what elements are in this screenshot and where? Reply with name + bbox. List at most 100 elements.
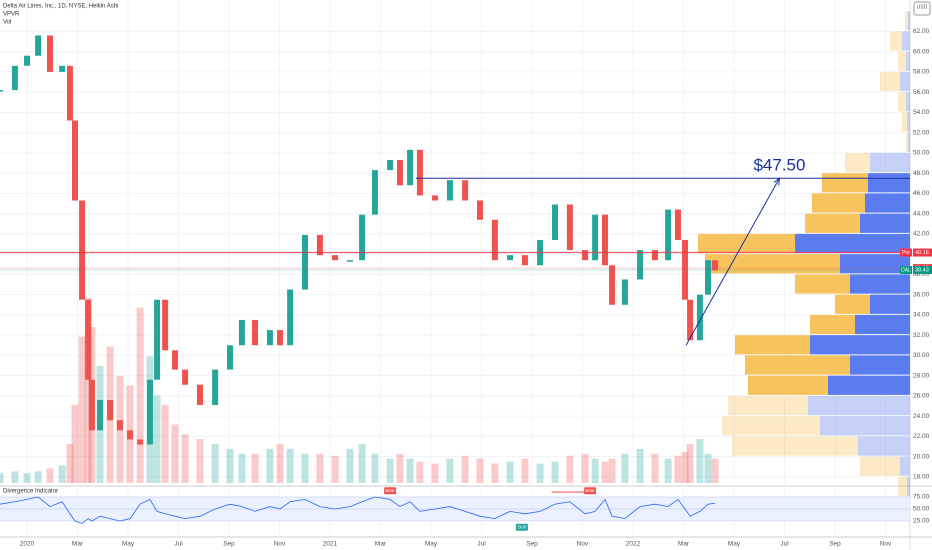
candle bbox=[252, 319, 259, 346]
vp-up bbox=[900, 456, 910, 476]
candle bbox=[332, 255, 339, 261]
vp-down bbox=[905, 11, 908, 31]
volume-bar bbox=[696, 439, 704, 483]
y-tick-label: 32.00 bbox=[913, 332, 930, 339]
candle bbox=[387, 159, 394, 171]
vp-down bbox=[835, 294, 870, 314]
volume-bar bbox=[181, 434, 189, 483]
x-tick-label: 2020 bbox=[20, 541, 35, 548]
volume-bar bbox=[636, 448, 644, 483]
vp-down bbox=[722, 416, 820, 436]
vp-down bbox=[728, 395, 808, 416]
candle bbox=[712, 260, 719, 271]
vp-up bbox=[795, 233, 910, 254]
vp-down bbox=[748, 375, 828, 395]
vp-down bbox=[890, 31, 902, 51]
volume-bar bbox=[171, 424, 179, 483]
vp-up bbox=[858, 436, 910, 456]
candle bbox=[521, 255, 528, 266]
volume-bar bbox=[23, 473, 31, 483]
candle bbox=[491, 219, 498, 261]
vp-up bbox=[860, 213, 910, 233]
vp-down bbox=[795, 274, 850, 294]
tag-name: DAL bbox=[901, 267, 911, 273]
tag-name-box bbox=[900, 266, 912, 275]
candle bbox=[416, 149, 423, 196]
x-tick-label: Mar bbox=[375, 541, 387, 548]
volume-bar bbox=[446, 458, 454, 483]
vp-down bbox=[732, 436, 858, 456]
volume-bar bbox=[58, 465, 66, 483]
candle bbox=[137, 439, 144, 445]
x-tick-label: Jul bbox=[780, 541, 789, 548]
vp-up bbox=[900, 71, 910, 92]
candle bbox=[212, 369, 219, 406]
currency-box[interactable] bbox=[913, 1, 931, 16]
volume-bar bbox=[581, 453, 589, 483]
x-tick-label: Mar bbox=[72, 541, 84, 548]
x-tick-label: May bbox=[425, 541, 438, 548]
target-arrow bbox=[685, 177, 780, 346]
y-tick-label: 28.00 bbox=[913, 372, 930, 379]
volume-bar bbox=[621, 453, 629, 483]
y-tick-label: 50.00 bbox=[913, 150, 930, 157]
signal-box bbox=[515, 523, 528, 531]
vp-down bbox=[898, 476, 907, 497]
vp-up bbox=[820, 416, 910, 436]
volume-bar bbox=[46, 468, 54, 483]
candle bbox=[462, 180, 469, 201]
volume-bar bbox=[238, 453, 246, 483]
y-tick-label: 42.00 bbox=[913, 231, 930, 238]
price-tag bbox=[913, 266, 932, 275]
candle bbox=[696, 294, 703, 341]
candle bbox=[277, 330, 284, 346]
candle bbox=[46, 35, 53, 72]
candle bbox=[162, 299, 169, 351]
candle bbox=[705, 260, 712, 295]
volume-bar bbox=[66, 444, 74, 483]
price-tag-label: 38.43 bbox=[915, 267, 929, 273]
y-tick-label: 62.00 bbox=[913, 28, 930, 35]
volume-bar bbox=[431, 463, 439, 483]
volume-bar bbox=[346, 448, 354, 483]
indicator-tick-label: 75.00 bbox=[913, 494, 930, 501]
candle bbox=[24, 55, 31, 66]
x-tick-label: Mar bbox=[678, 541, 690, 548]
arrow-head bbox=[773, 177, 781, 186]
y-tick-label: 24.00 bbox=[913, 413, 930, 420]
signal-label: Bull bbox=[518, 524, 526, 529]
x-tick-label: Nov bbox=[880, 541, 892, 548]
candle bbox=[196, 384, 203, 406]
volume-bar bbox=[0, 473, 4, 483]
vp-up bbox=[868, 173, 910, 193]
vp-down bbox=[698, 233, 795, 254]
candle bbox=[154, 299, 161, 380]
x-tick-label: May bbox=[728, 541, 741, 548]
candle bbox=[127, 430, 134, 440]
vp-up bbox=[906, 92, 910, 112]
volume-bar bbox=[226, 448, 234, 483]
volume-bar bbox=[211, 444, 219, 483]
volume-bar bbox=[286, 448, 294, 483]
candle bbox=[346, 260, 353, 262]
candle bbox=[359, 214, 366, 261]
vp-down bbox=[735, 335, 810, 355]
candle bbox=[396, 159, 403, 186]
candle bbox=[432, 195, 439, 201]
tag-name: Pre bbox=[902, 250, 910, 256]
volume-bar bbox=[71, 405, 79, 483]
volume-bar bbox=[681, 451, 689, 483]
volume-bar bbox=[608, 458, 616, 483]
x-tick-label: Sep bbox=[223, 541, 235, 548]
vp-down bbox=[860, 456, 900, 476]
vp-up bbox=[907, 476, 910, 497]
volume-bar bbox=[686, 444, 694, 483]
y-tick-label: 38.00 bbox=[913, 271, 930, 278]
volume-bar bbox=[566, 455, 574, 483]
candle bbox=[96, 399, 103, 431]
volume-bar bbox=[711, 458, 719, 483]
vp-up bbox=[908, 11, 910, 31]
x-tick-label: Jul bbox=[174, 541, 183, 548]
volume-bar bbox=[136, 307, 144, 483]
